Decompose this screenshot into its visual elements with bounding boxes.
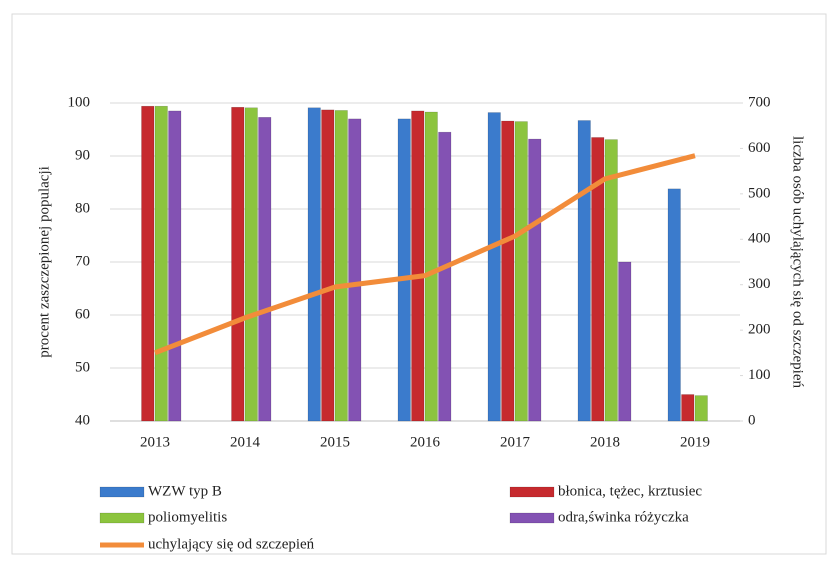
bar <box>154 105 168 422</box>
x-tick-label: 2018 <box>590 434 620 450</box>
bar <box>244 107 258 422</box>
x-tick-label: 2016 <box>410 434 441 450</box>
y-tick-label: 40 <box>75 412 90 428</box>
y2-tick-label: 0 <box>748 412 756 428</box>
y-tick-label: 60 <box>75 306 90 322</box>
x-tick-label: 2019 <box>680 434 710 450</box>
y-tick-label: 80 <box>75 200 90 216</box>
y2-tick-label: 300 <box>748 276 771 292</box>
bar <box>258 117 272 422</box>
bar <box>321 109 335 422</box>
y-tick-label: 90 <box>75 147 90 163</box>
legend-label: poliomyelitis <box>148 509 227 525</box>
bar <box>348 118 362 422</box>
y2-tick-label: 500 <box>748 185 771 201</box>
bar <box>424 111 438 422</box>
legend-swatch <box>509 486 555 498</box>
bar <box>307 107 321 422</box>
legend-label: odra,świnka różyczka <box>558 509 689 525</box>
y-axis-title: procent zaszczepionej populacji <box>36 166 52 358</box>
bar <box>487 112 501 422</box>
x-tick-label: 2015 <box>320 434 350 450</box>
legend-swatch <box>509 512 555 524</box>
legend-label: błonica, tężec, krztusiec <box>558 483 702 499</box>
y-tick-label: 70 <box>75 253 90 269</box>
legend-swatch <box>99 512 145 524</box>
bar <box>438 131 452 422</box>
bar <box>591 137 605 422</box>
x-tick-label: 2014 <box>230 434 261 450</box>
bar <box>334 110 348 422</box>
bar <box>397 118 411 422</box>
bar <box>141 105 155 422</box>
y-tick-label: 100 <box>68 94 91 110</box>
y2-tick-label: 200 <box>748 322 771 338</box>
x-tick-label: 2013 <box>140 434 170 450</box>
y2-tick-label: 700 <box>748 94 771 110</box>
bar <box>514 121 528 422</box>
bar <box>168 110 182 422</box>
legend-swatch <box>99 486 145 498</box>
legend-label: uchylający się od szczepień <box>148 536 315 552</box>
bar <box>231 106 245 422</box>
bar <box>411 110 425 422</box>
legend-label: WZW typ B <box>148 483 222 499</box>
x-tick-label: 2017 <box>500 434 531 450</box>
y2-tick-label: 400 <box>748 231 771 247</box>
bar <box>681 394 695 422</box>
y2-axis-title: liczba osób uchylających się od szczepie… <box>790 136 806 388</box>
bar <box>604 139 618 422</box>
line <box>154 153 696 356</box>
bar <box>577 120 591 422</box>
bar <box>501 120 515 422</box>
bar <box>667 188 681 422</box>
y2-tick-label: 600 <box>748 140 771 156</box>
bar <box>618 261 632 422</box>
bar <box>528 138 542 422</box>
y2-tick-label: 100 <box>748 367 771 383</box>
y-tick-label: 50 <box>75 359 90 375</box>
bar <box>694 395 708 422</box>
